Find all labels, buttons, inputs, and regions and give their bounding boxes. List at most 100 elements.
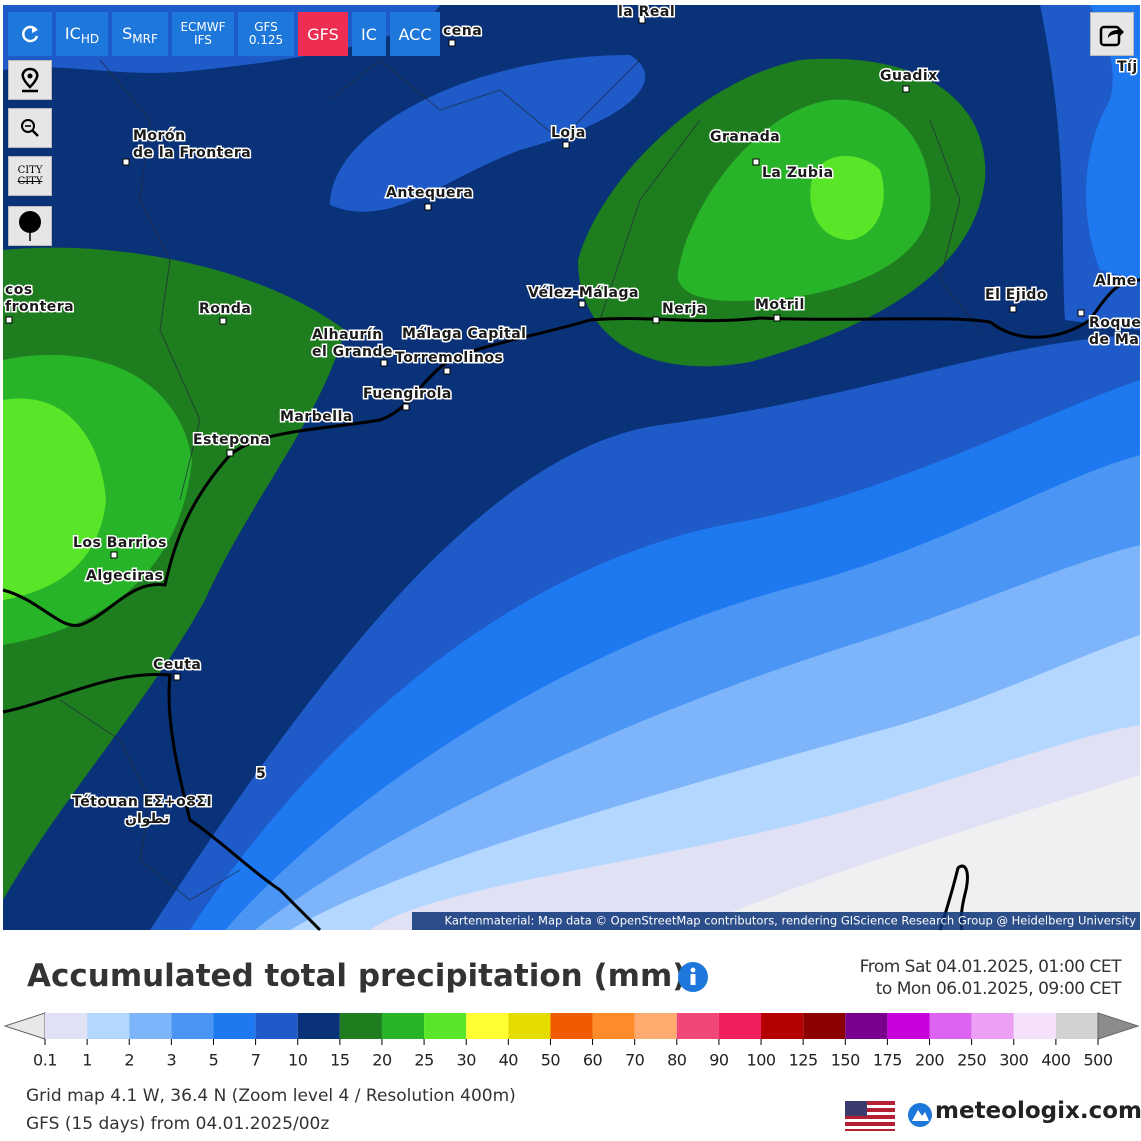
period: From Sat 04.01.2025, 01:00 CET to Mon 06… bbox=[859, 956, 1122, 1000]
place-label: Nerja bbox=[662, 301, 707, 317]
place-dot bbox=[752, 158, 760, 166]
button-sub: MRF bbox=[132, 31, 158, 46]
colorbar-cell bbox=[929, 1013, 972, 1039]
colorbar-cell bbox=[381, 1013, 425, 1039]
reload-icon bbox=[22, 25, 39, 43]
legend-title: Accumulated total precipitation (mm) bbox=[27, 958, 687, 994]
place-dot bbox=[638, 16, 646, 24]
place-label: Alme bbox=[1095, 273, 1137, 289]
place-label: Vélez-Málaga bbox=[528, 285, 639, 301]
gfs125-button[interactable]: GFS 0.125 bbox=[238, 12, 294, 56]
share-icon bbox=[1099, 25, 1124, 47]
place-label: frontera bbox=[5, 299, 74, 315]
place-label: Motril bbox=[755, 297, 805, 313]
place-label: تطوان bbox=[125, 811, 169, 827]
place-dot bbox=[110, 551, 118, 559]
place-label: Tíj bbox=[1117, 59, 1138, 75]
place-label: Torremolinos bbox=[395, 350, 503, 366]
place-label: Fuengirola bbox=[363, 386, 452, 402]
button-sub: 0.125 bbox=[248, 33, 284, 47]
place-label: Estepona bbox=[193, 432, 270, 448]
place-dot bbox=[226, 449, 234, 457]
attribution: Kartenmaterial: Map data © OpenStreetMap… bbox=[445, 914, 1137, 928]
acc-button[interactable]: ACC bbox=[390, 12, 440, 56]
marker-button[interactable] bbox=[8, 206, 52, 246]
reload-button[interactable] bbox=[8, 12, 52, 56]
colorbar-tick-label: 40 bbox=[499, 1051, 519, 1070]
ichd-button[interactable]: ICHD bbox=[56, 12, 108, 56]
button-label: S bbox=[122, 23, 133, 43]
colorbar-tick-label: 1 bbox=[82, 1051, 92, 1070]
marker-icon bbox=[19, 211, 41, 241]
ic-button[interactable]: IC bbox=[352, 12, 386, 56]
place-dot bbox=[443, 367, 451, 375]
smrf-button[interactable]: SMRF bbox=[112, 12, 168, 56]
place-dot bbox=[5, 316, 13, 324]
colorbar-tick-label: 3 bbox=[167, 1051, 177, 1070]
colorbar-tick-label: 500 bbox=[1083, 1051, 1112, 1070]
place-label: Ceuta bbox=[153, 657, 201, 673]
colorbar-cell bbox=[718, 1013, 762, 1039]
place-label: Marbella bbox=[280, 409, 353, 425]
footer-line: GFS (15 days) from 04.01.2025/00z bbox=[26, 1114, 330, 1134]
place-dot bbox=[402, 403, 410, 411]
place-label: Ronda bbox=[199, 301, 251, 317]
colorbar-tick-label: 20 bbox=[372, 1051, 392, 1070]
zoom-button[interactable] bbox=[8, 108, 52, 148]
colorbar-tick-label: 125 bbox=[789, 1051, 818, 1070]
colorbar-tick-label: 250 bbox=[957, 1051, 986, 1070]
info-icon[interactable] bbox=[677, 961, 711, 995]
place-label: Guadix bbox=[880, 68, 938, 84]
flag-icon bbox=[845, 1101, 895, 1131]
coastline bbox=[2, 672, 322, 932]
precip-field bbox=[3, 398, 106, 600]
colorbar-tick-label: 5 bbox=[209, 1051, 219, 1070]
colorbar-tick-label: 60 bbox=[583, 1051, 603, 1070]
colorbar-cell bbox=[424, 1013, 467, 1039]
place-dot bbox=[122, 158, 130, 166]
colorbar: 0.1 1 2 3 5 7 10 15 20 25 30 40 50 60 70 80 90 100 125 150 1… bbox=[3, 1012, 1140, 1070]
button-label: IC bbox=[361, 24, 377, 44]
location-icon bbox=[21, 67, 39, 93]
place-label: Los Barrios bbox=[73, 535, 167, 551]
place-label: cena bbox=[443, 23, 482, 39]
button-sub: HD bbox=[80, 31, 100, 46]
colorbar-tick-label: 100 bbox=[747, 1051, 776, 1070]
place-label: de la Frontera bbox=[133, 145, 251, 161]
colorbar-tick-label: 15 bbox=[330, 1051, 349, 1070]
colorbar-cell bbox=[339, 1013, 382, 1039]
attribution-bg bbox=[412, 912, 1140, 930]
precip-field bbox=[690, 775, 1140, 930]
ecmwf-button[interactable]: ECMWF IFS bbox=[172, 12, 234, 56]
period-end: to Mon 06.01.2025, 09:00 CET bbox=[875, 979, 1122, 999]
colorbar-tick-label: 2 bbox=[124, 1051, 134, 1070]
period-start: From Sat 04.01.2025, 01:00 CET bbox=[859, 957, 1122, 977]
place-label: de Ma bbox=[1089, 332, 1139, 348]
share-button[interactable] bbox=[1090, 12, 1134, 56]
colorbar-tick-label: 400 bbox=[1041, 1051, 1070, 1070]
place-dot bbox=[380, 359, 388, 367]
coastline bbox=[938, 864, 969, 931]
location-button[interactable] bbox=[8, 60, 52, 100]
place-dot bbox=[773, 314, 781, 322]
place-label: el Grande bbox=[312, 344, 393, 360]
gfs-button[interactable]: GFS bbox=[298, 12, 348, 56]
zoom-icon bbox=[21, 119, 39, 137]
place-label: Antequera bbox=[386, 185, 473, 201]
place-label: la Real bbox=[618, 4, 675, 20]
precip-field bbox=[330, 55, 646, 212]
colorbar-cell bbox=[634, 1013, 677, 1039]
city-label: CITY bbox=[17, 165, 43, 176]
colorbar-tick-label: 200 bbox=[915, 1051, 944, 1070]
colorbar-cell bbox=[845, 1013, 888, 1039]
coastline bbox=[2, 278, 1141, 627]
place-dot bbox=[1077, 309, 1085, 317]
colorbar-cell bbox=[1013, 1013, 1056, 1039]
place-label: cos bbox=[5, 282, 33, 298]
place-dot bbox=[448, 39, 456, 47]
city-button[interactable]: CITY CITY bbox=[8, 156, 52, 196]
place-label: Algeciras bbox=[86, 568, 163, 584]
